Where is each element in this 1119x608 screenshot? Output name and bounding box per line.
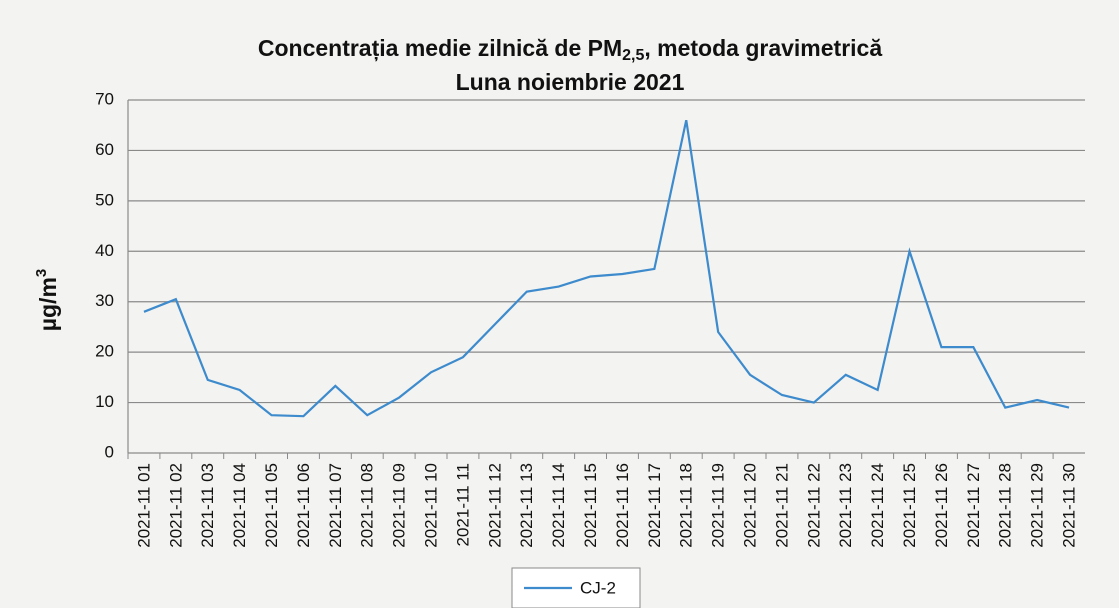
x-tick-label: 2021-11 04 [230, 463, 249, 548]
title-sub: 2,5 [622, 47, 644, 64]
x-tick-label: 2021-11 13 [517, 463, 536, 548]
chart-subtitle: Luna noiembrie 2021 [456, 69, 685, 95]
y-axis-label: µg/m3 [33, 269, 61, 332]
y-tick-label: 50 [95, 190, 114, 209]
x-tick-label: 2021-11 25 [900, 463, 919, 548]
x-tick-label: 2021-11 01 [134, 463, 153, 548]
x-tick-label: 2021-11 22 [804, 463, 823, 548]
x-tick-label: 2021-11 08 [358, 463, 377, 548]
x-tick-label: 2021-11 02 [166, 463, 185, 548]
x-tick-label: 2021-11 12 [485, 463, 504, 548]
x-tick-label: 2021-11 09 [390, 463, 409, 548]
x-tick-label: 2021-11 15 [581, 463, 600, 548]
y-tick-label: 20 [95, 342, 114, 361]
y-label-main: µg/m [35, 277, 61, 331]
x-tick-label: 2021-11 20 [741, 463, 760, 548]
x-tick-label: 2021-11 19 [709, 463, 728, 548]
y-tick-label: 40 [95, 241, 114, 260]
x-tick-label: 2021-11 11 [453, 463, 472, 547]
x-tick-label: 2021-11 16 [613, 463, 632, 548]
y-tick-label: 10 [95, 392, 114, 411]
y-label-sup: 3 [33, 269, 50, 277]
x-tick-label: 2021-11 10 [422, 463, 441, 548]
x-tick-label: 2021-11 06 [294, 463, 313, 548]
y-tick-label: 0 [105, 442, 114, 461]
x-tick-label: 2021-11 21 [772, 463, 791, 548]
x-tick-label: 2021-11 18 [677, 463, 696, 548]
x-tick-label: 2021-11 28 [996, 463, 1015, 548]
x-tick-label: 2021-11 29 [1028, 463, 1047, 548]
data-line [143, 119, 1070, 418]
x-tick-label: 2021-11 05 [262, 463, 281, 548]
y-tick-label: 70 [95, 89, 114, 108]
x-tick-label: 2021-11 27 [964, 463, 983, 548]
title-rest: , metoda gravimetrică [644, 35, 882, 61]
legend-label: CJ-2 [580, 578, 616, 597]
title-main: Concentrația medie zilnică de PM [258, 35, 622, 62]
x-tick-label: 2021-11 14 [549, 463, 568, 548]
x-tick-label: 2021-11 23 [836, 463, 855, 548]
x-tick-label: 2021-11 30 [1060, 463, 1079, 548]
x-tick-label: 2021-11 26 [932, 463, 951, 548]
chart-title: Concentrația medie zilnică de PM2,5, met… [258, 35, 882, 64]
y-tick-label: 30 [95, 291, 114, 310]
x-tick-label: 2021-11 24 [868, 463, 887, 548]
y-tick-label: 60 [95, 140, 114, 159]
x-tick-label: 2021-11 07 [326, 463, 345, 548]
x-tick-label: 2021-11 03 [198, 463, 217, 548]
x-tick-label: 2021-11 17 [645, 463, 664, 548]
